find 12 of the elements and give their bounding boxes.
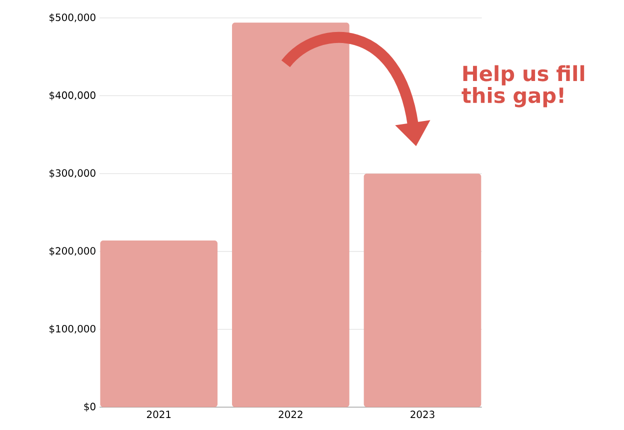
bar — [100, 240, 218, 408]
y-tick-label: $0 — [84, 402, 96, 412]
bar — [364, 174, 482, 408]
y-tick-label: $400,000 — [50, 91, 96, 100]
annotation: Help us fill this gap! — [462, 65, 584, 108]
y-tick-label: $100,000 — [50, 324, 96, 334]
x-tick-label: 2021 — [146, 410, 171, 418]
y-tick-label: $500,000 — [50, 13, 96, 22]
x-tick-label: 2022 — [278, 410, 302, 418]
y-tick-label: $200,000 — [50, 246, 96, 256]
x-tick-label: 2023 — [410, 410, 434, 418]
y-tick-label: $300,000 — [50, 169, 96, 178]
